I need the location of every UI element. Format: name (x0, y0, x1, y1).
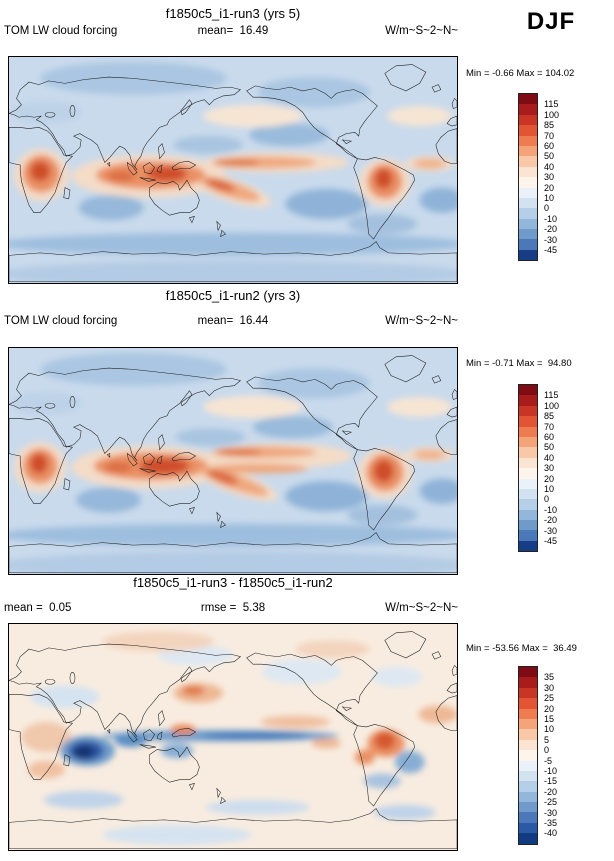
colorbar-tick-label: 60 (544, 141, 555, 151)
panel-1-title: f1850c5_i1-run3 (yrs 5) (165, 6, 301, 21)
panel-3-title: f1850c5_i1-run3 - f1850c5_i1-run2 (133, 575, 333, 590)
colorbar-tick-label: -30 (544, 234, 558, 245)
colorbar-tick-label: -30 (544, 807, 558, 818)
colorbar-tick-label: 85 (544, 120, 555, 131)
colorbar-tick-label: -15 (544, 776, 558, 787)
colorbar-tick-label: -40 (544, 828, 558, 839)
panel-3-mean-stat: mean = 0.05 (4, 602, 72, 614)
colorbar-tick-label: 0 (544, 745, 550, 756)
colorbar-tick-label: 100 (544, 109, 560, 120)
colorbar-tick-label: -35 (544, 818, 558, 828)
panel-1-map-svg (9, 57, 457, 283)
panel-2-colorbar: 115 100 85 70 60 50 40 30 20 10 0 -10 -20 -30 -45 (518, 384, 590, 553)
panel-1-units-label: W/m~S~2~N~ (385, 25, 458, 37)
colorbar-tick-label: 70 (544, 130, 555, 141)
panel-1-colorbar: 115 100 85 70 60 50 40 30 20 10 0 -10 -20 -30 -45 (518, 93, 590, 262)
colorbar-tick-label: 85 (544, 411, 555, 422)
panel-2-mean-stat: mean= 16.44 (197, 315, 269, 327)
colorbar-tick-label: -10 (544, 766, 558, 776)
colorbar-tick-label: -20 (544, 786, 558, 797)
colorbar-tick-label: 40 (544, 161, 555, 172)
panel-1-map (8, 56, 458, 284)
panel-2-title: f1850c5_i1-run2 (yrs 3) (165, 288, 301, 303)
colorbar-tick-label: 50 (544, 442, 555, 453)
panel-3-minmax: Min = -53.56 Max = 36.49 (466, 643, 577, 654)
panel-2-minmax: Min = -0.71 Max = 94.80 (466, 358, 572, 369)
colorbar-tick-label: 100 (544, 400, 560, 411)
panel-3-colorbar: 35 30 25 20 15 10 5 0 -5 -10 -15 -20 -25 -30 -35 -40 (518, 666, 590, 845)
panel-3-map (8, 623, 458, 851)
colorbar-tick-label: 30 (544, 172, 555, 183)
colorbar-tick-label: -45 (544, 245, 558, 255)
colorbar-tick-label: 20 (544, 703, 555, 714)
colorbar-tick-label: 15 (544, 714, 555, 724)
colorbar-tick-label: -10 (544, 504, 558, 515)
colorbar-tick-label: 30 (544, 463, 555, 474)
panel-1-mean-stat: mean= 16.49 (197, 25, 269, 37)
colorbar-tick-label: 20 (544, 182, 555, 193)
panel-3-units-label: W/m~S~2~N~ (385, 602, 458, 614)
colorbar-tick-label: 20 (544, 473, 555, 484)
colorbar-tick-label: -30 (544, 525, 558, 536)
panel-1-variable-label: TOM LW cloud forcing (4, 25, 118, 37)
colorbar-tick-label: 115 (544, 99, 559, 110)
colorbar-tick-label: 0 (544, 494, 550, 505)
colorbar-tick-label: 35 (544, 672, 555, 683)
colorbar-tick-label: 70 (544, 421, 555, 432)
colorbar-tick-label: 10 (544, 193, 555, 203)
panel-2-map-svg (9, 348, 457, 574)
panel-2-units-label: W/m~S~2~N~ (385, 315, 458, 327)
panel-3-map-svg (9, 624, 457, 850)
colorbar-tick-label: 50 (544, 151, 555, 162)
colorbar-tick-label: 25 (544, 693, 555, 704)
season-label: DJF (526, 8, 576, 35)
colorbar-tick-label: 5 (544, 734, 550, 745)
colorbar-tick-label: -25 (544, 797, 558, 808)
colorbar-tick-label: 0 (544, 203, 550, 214)
colorbar-tick-label: 10 (544, 724, 555, 735)
panel-2-map (8, 347, 458, 575)
colorbar-tick-label: -20 (544, 224, 558, 235)
colorbar-tick-label: 10 (544, 484, 555, 494)
colorbar-tick-label: 60 (544, 432, 555, 442)
colorbar-tick-label: 115 (544, 390, 559, 401)
panel-2-variable-label: TOM LW cloud forcing (4, 315, 118, 327)
colorbar-tick-label: 40 (544, 452, 555, 463)
colorbar-tick-label: -10 (544, 213, 558, 224)
colorbar-tick-label: -20 (544, 515, 558, 526)
panel-3-rmse-stat: rmse = 5.38 (200, 602, 266, 614)
colorbar-tick-label: -45 (544, 536, 558, 546)
colorbar-tick-label: 30 (544, 682, 555, 693)
colorbar-tick-label: -5 (544, 755, 553, 766)
panel-1-minmax: Min = -0.66 Max = 104.02 (466, 68, 575, 79)
